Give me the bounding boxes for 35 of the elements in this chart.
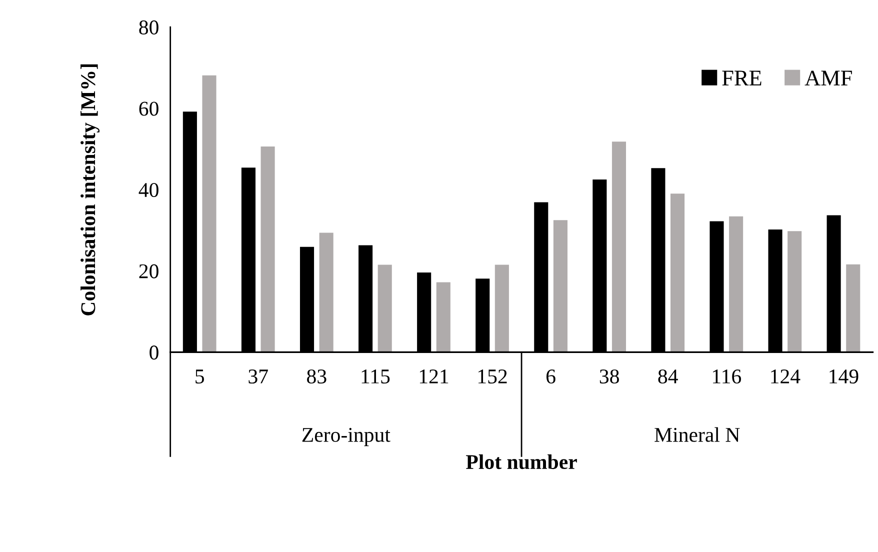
bar bbox=[788, 231, 802, 352]
x-tick-label: 83 bbox=[307, 369, 326, 384]
x-tick-label: 5 bbox=[196, 370, 204, 384]
bar bbox=[553, 220, 568, 352]
text: Mineral N bbox=[654, 427, 740, 442]
bar bbox=[378, 264, 392, 352]
x-tick-label: 121 bbox=[420, 370, 448, 384]
legend-label: FRE bbox=[722, 70, 762, 86]
y-axis-title: Colonisation intensity [M%] bbox=[80, 64, 100, 316]
x-tick-label: 6 bbox=[546, 370, 556, 384]
legend-label: AMF bbox=[804, 70, 852, 86]
y-tick-label: 40 bbox=[138, 182, 158, 198]
bar bbox=[202, 75, 216, 352]
bar bbox=[436, 282, 450, 352]
y-tick-label: 20 bbox=[139, 264, 158, 278]
x-tick-label: 149 bbox=[830, 370, 858, 384]
x-tick-label: 152 bbox=[478, 370, 507, 384]
x-tick-label: 115 bbox=[362, 370, 390, 384]
y-tick-label: 60 bbox=[139, 102, 158, 116]
text: Zero-input bbox=[302, 428, 390, 446]
bar bbox=[319, 232, 334, 352]
y-tick-label: 0 bbox=[150, 346, 158, 360]
bar bbox=[729, 216, 744, 352]
bar bbox=[846, 264, 860, 352]
x-axis-title: Plot number bbox=[466, 454, 577, 470]
bar bbox=[670, 194, 685, 352]
x-tick-label: 124 bbox=[771, 370, 800, 384]
y-tick-label: 80 bbox=[139, 20, 158, 34]
x-tick-label: 84 bbox=[658, 369, 678, 384]
x-tick-label: 37 bbox=[248, 370, 268, 384]
bar bbox=[260, 146, 275, 352]
bar bbox=[494, 264, 509, 352]
x-tick-label: 38 bbox=[600, 369, 619, 384]
bar bbox=[612, 142, 626, 352]
x-tick-label: 116 bbox=[712, 370, 742, 384]
